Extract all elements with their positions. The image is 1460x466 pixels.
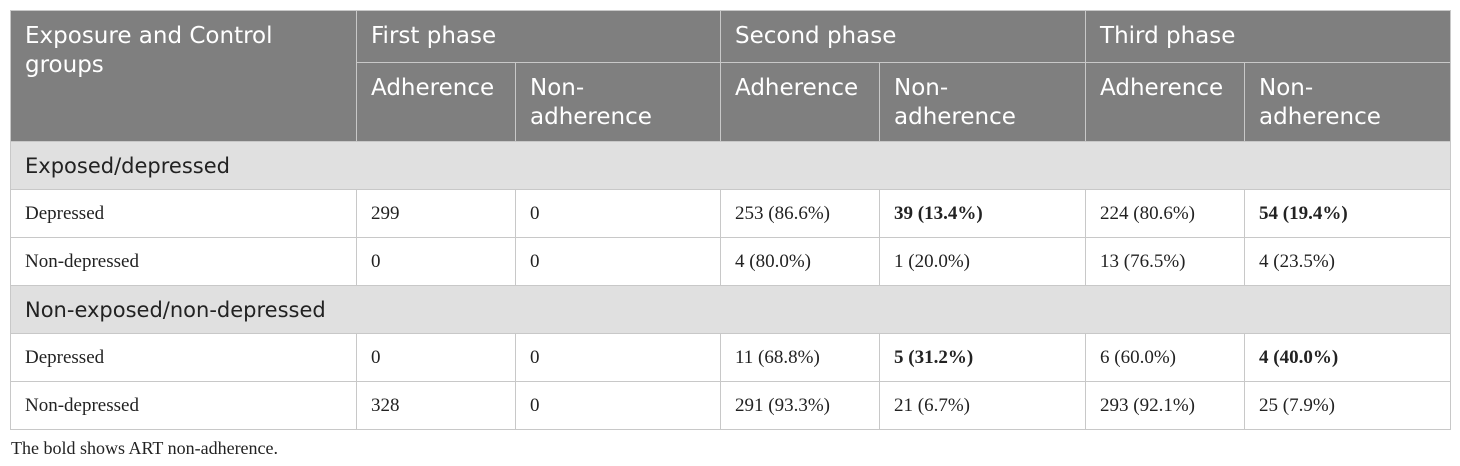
row-label: Non-depressed <box>10 381 357 430</box>
table-cell: 0 <box>515 333 721 382</box>
header-adherence: Adherence <box>356 62 516 142</box>
table-cell: 253 (86.6%) <box>720 189 880 238</box>
section-row: Non-exposed/non-depressed <box>9 285 1452 334</box>
table-row: Non-depressed 328 0 291 (93.3%) 21 (6.7%) 293… <box>10 381 1452 430</box>
table-cell: 21 (6.7%) <box>878 381 1087 430</box>
header-group-column: Exposure and Control groups <box>10 10 357 142</box>
table-cell: 4 (80.0%) <box>720 237 880 286</box>
table-cell: 6 (60.0%) <box>1085 333 1246 382</box>
adherence-table: Exposure and Control groups First phase … <box>9 10 1452 430</box>
row-label: Depressed <box>10 333 357 382</box>
section-row: Exposed/depressed <box>9 141 1452 190</box>
header-adherence: Adherence <box>720 62 880 142</box>
table-cell: 25 (7.9%) <box>1244 381 1452 430</box>
table-cell: 39 (13.4%) <box>878 189 1087 238</box>
header-non-adherence: Non-adherence <box>878 62 1087 142</box>
table-cell: 1 (20.0%) <box>878 237 1087 286</box>
table-cell: 5 (31.2%) <box>878 333 1087 382</box>
section-title: Exposed/depressed <box>9 141 1452 190</box>
table-cell: 0 <box>356 333 516 382</box>
table-row: Depressed 299 0 253 (86.6%) 39 (13.4%) 224 (8… <box>10 189 1452 238</box>
table-cell: 11 (68.8%) <box>720 333 880 382</box>
table-footnote: The bold shows ART non-adherence. <box>11 438 279 458</box>
header-phase-3: Third phase <box>1085 10 1452 63</box>
section-title: Non-exposed/non-depressed <box>9 285 1452 334</box>
table-cell: 291 (93.3%) <box>720 381 880 430</box>
table-cell: 0 <box>515 189 721 238</box>
header-non-adherence: Non-adherence <box>1244 62 1452 142</box>
table-cell: 0 <box>515 381 721 430</box>
table-cell: 224 (80.6%) <box>1085 189 1246 238</box>
header-non-adherence: Non-adherence <box>515 62 721 142</box>
table-cell: 4 (40.0%) <box>1244 333 1452 382</box>
row-label: Non-depressed <box>10 237 357 286</box>
header-phase-1: First phase <box>356 10 721 63</box>
header-adherence: Adherence <box>1085 62 1246 142</box>
table-cell: 328 <box>356 381 516 430</box>
table-cell: 0 <box>515 237 721 286</box>
table-cell: 4 (23.5%) <box>1244 237 1452 286</box>
table-cell: 293 (92.1%) <box>1085 381 1246 430</box>
table-cell: 13 (76.5%) <box>1085 237 1246 286</box>
table-cell: 0 <box>356 237 516 286</box>
table-row: Depressed 0 0 11 (68.8%) 5 (31.2%) 6 (60.0%) 4… <box>10 333 1452 382</box>
header-phase-2: Second phase <box>719 10 1087 63</box>
row-label: Depressed <box>10 189 357 238</box>
table-cell: 54 (19.4%) <box>1244 189 1452 238</box>
table-cell: 299 <box>356 189 516 238</box>
table-row: Non-depressed 0 0 4 (80.0%) 1 (20.0%) 13 (76.… <box>10 237 1452 286</box>
table-body: Exposed/depressed Depressed 299 0 253 (86.6%… <box>9 141 1452 430</box>
table-header: Exposure and Control groups First phase … <box>10 10 1452 142</box>
